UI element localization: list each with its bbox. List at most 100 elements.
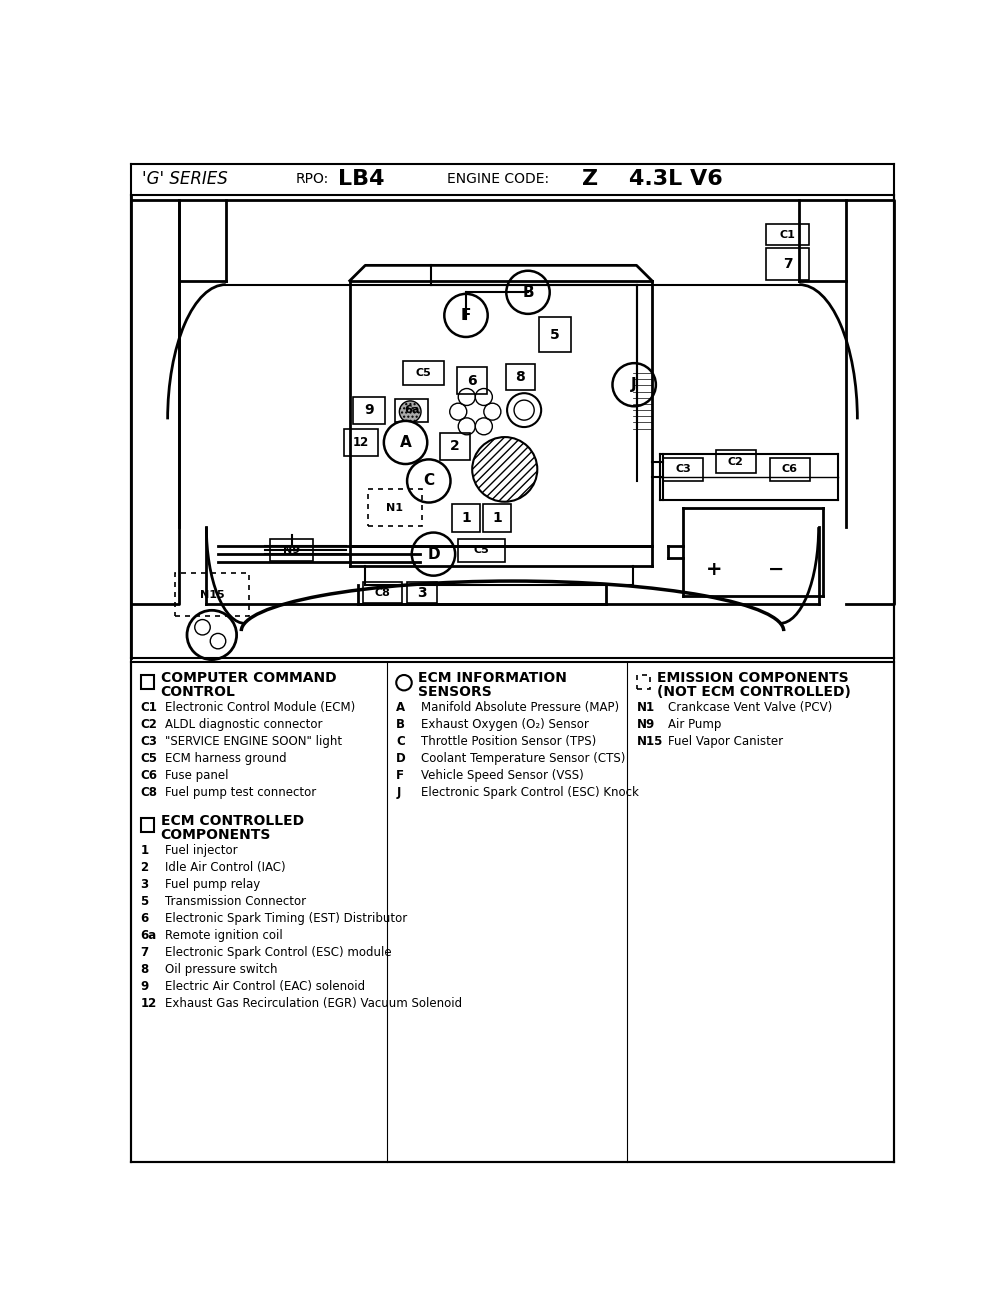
Text: +: + (706, 561, 722, 579)
Text: C: C (423, 474, 434, 488)
Text: N15: N15 (200, 590, 224, 600)
Text: Z: Z (582, 169, 598, 189)
Text: N1: N1 (637, 701, 655, 714)
Bar (766, 223, 809, 246)
Text: COMPONENTS: COMPONENTS (161, 829, 271, 842)
Text: Transmission Connector: Transmission Connector (165, 895, 306, 907)
Bar (403, 361, 444, 386)
Text: RPO:: RPO: (296, 172, 329, 186)
Bar (363, 582, 402, 604)
Bar (407, 582, 437, 604)
Bar (716, 450, 756, 473)
Circle shape (399, 400, 421, 423)
Text: C6: C6 (140, 768, 158, 781)
Bar (766, 248, 809, 280)
Text: N1: N1 (386, 503, 403, 513)
Text: 1: 1 (492, 511, 502, 525)
Text: ALDL diagnostic connector: ALDL diagnostic connector (165, 718, 323, 731)
Bar (506, 364, 535, 390)
Text: C5: C5 (140, 751, 158, 764)
Text: A: A (400, 435, 411, 450)
Bar (637, 675, 650, 689)
Text: 'G' SERIES: 'G' SERIES (142, 171, 228, 188)
Text: Fuel pump relay: Fuel pump relay (165, 878, 261, 892)
Text: C3: C3 (140, 735, 157, 747)
Text: C5: C5 (416, 368, 431, 378)
Bar (457, 368, 487, 394)
Text: 9: 9 (140, 979, 149, 993)
Text: EMISSION COMPONENTS: EMISSION COMPONENTS (657, 671, 848, 685)
Text: ECM CONTROLLED: ECM CONTROLLED (161, 814, 304, 829)
Bar (353, 397, 385, 424)
Text: C: C (396, 735, 405, 747)
Text: Fuel injector: Fuel injector (165, 844, 238, 857)
Text: Crankcase Vent Valve (PCV): Crankcase Vent Valve (PCV) (668, 701, 832, 714)
Text: N15: N15 (637, 735, 663, 747)
Text: 6a: 6a (404, 406, 419, 415)
Text: C1: C1 (780, 230, 796, 239)
Text: 5: 5 (550, 328, 560, 341)
Bar (452, 504, 480, 532)
Text: Electronic Control Module (ECM): Electronic Control Module (ECM) (165, 701, 356, 714)
Text: Electric Air Control (EAC) solenoid: Electric Air Control (EAC) solenoid (165, 979, 365, 993)
Circle shape (612, 364, 656, 406)
Bar (539, 318, 571, 352)
Circle shape (506, 270, 550, 314)
Text: C5: C5 (474, 545, 489, 555)
Text: 8: 8 (140, 962, 149, 976)
Text: LB4: LB4 (338, 169, 385, 189)
Text: Oil pressure switch: Oil pressure switch (165, 962, 278, 976)
Text: Fuel pump test connector: Fuel pump test connector (165, 785, 317, 798)
Text: 7: 7 (140, 945, 149, 958)
Text: Exhaust Oxygen (O₂) Sensor: Exhaust Oxygen (O₂) Sensor (421, 718, 589, 731)
Circle shape (444, 294, 488, 337)
Text: C2: C2 (140, 718, 157, 731)
Text: ECM harness ground: ECM harness ground (165, 751, 287, 764)
Text: Electronic Spark Timing (EST) Distributor: Electronic Spark Timing (EST) Distributo… (165, 911, 408, 924)
Text: D: D (427, 546, 440, 562)
Text: Manifold Absolute Pressure (MAP): Manifold Absolute Pressure (MAP) (421, 701, 619, 714)
Bar (395, 399, 428, 421)
Text: C3: C3 (675, 465, 691, 474)
Text: 7: 7 (783, 257, 792, 270)
Text: 5: 5 (140, 895, 149, 907)
Text: 3: 3 (140, 878, 149, 892)
Text: C6: C6 (782, 465, 798, 474)
Circle shape (412, 533, 455, 575)
Text: F: F (461, 309, 471, 323)
Text: C8: C8 (140, 785, 158, 798)
Text: 12: 12 (140, 997, 157, 1010)
Text: 8: 8 (515, 370, 525, 383)
Text: 3: 3 (417, 586, 427, 600)
Text: 4.3L V6: 4.3L V6 (629, 169, 722, 189)
Text: N9: N9 (283, 545, 300, 555)
Text: Exhaust Gas Recirculation (EGR) Vacuum Solenoid: Exhaust Gas Recirculation (EGR) Vacuum S… (165, 997, 462, 1010)
Text: Remote ignition coil: Remote ignition coil (165, 928, 283, 941)
Text: B: B (396, 718, 405, 731)
Text: F: F (396, 768, 404, 781)
Text: Fuse panel: Fuse panel (165, 768, 229, 781)
Text: "SERVICE ENGINE SOON" light: "SERVICE ENGINE SOON" light (165, 735, 342, 747)
Bar (483, 504, 511, 532)
Text: Electronic Spark Control (ESC) module: Electronic Spark Control (ESC) module (165, 945, 392, 958)
Text: 2: 2 (140, 861, 149, 874)
Text: J: J (396, 785, 401, 798)
Text: COMPUTER COMMAND: COMPUTER COMMAND (161, 671, 336, 685)
Bar (270, 540, 313, 561)
Text: 6a: 6a (140, 928, 157, 941)
Bar (368, 490, 422, 527)
Text: Electronic Spark Control (ESC) Knock: Electronic Spark Control (ESC) Knock (421, 785, 639, 798)
Bar (440, 433, 470, 460)
Bar (770, 458, 810, 481)
Text: Throttle Position Sensor (TPS): Throttle Position Sensor (TPS) (421, 735, 596, 747)
Text: 9: 9 (364, 403, 374, 418)
Text: ENGINE CODE:: ENGINE CODE: (447, 172, 549, 186)
Bar (175, 574, 249, 616)
Text: SENSORS: SENSORS (418, 685, 492, 699)
Circle shape (384, 421, 427, 463)
Bar (344, 429, 378, 456)
Text: Fuel Vapor Canister: Fuel Vapor Canister (668, 735, 783, 747)
Text: −: − (768, 561, 784, 579)
Text: J: J (631, 377, 637, 393)
Text: B: B (522, 285, 534, 299)
